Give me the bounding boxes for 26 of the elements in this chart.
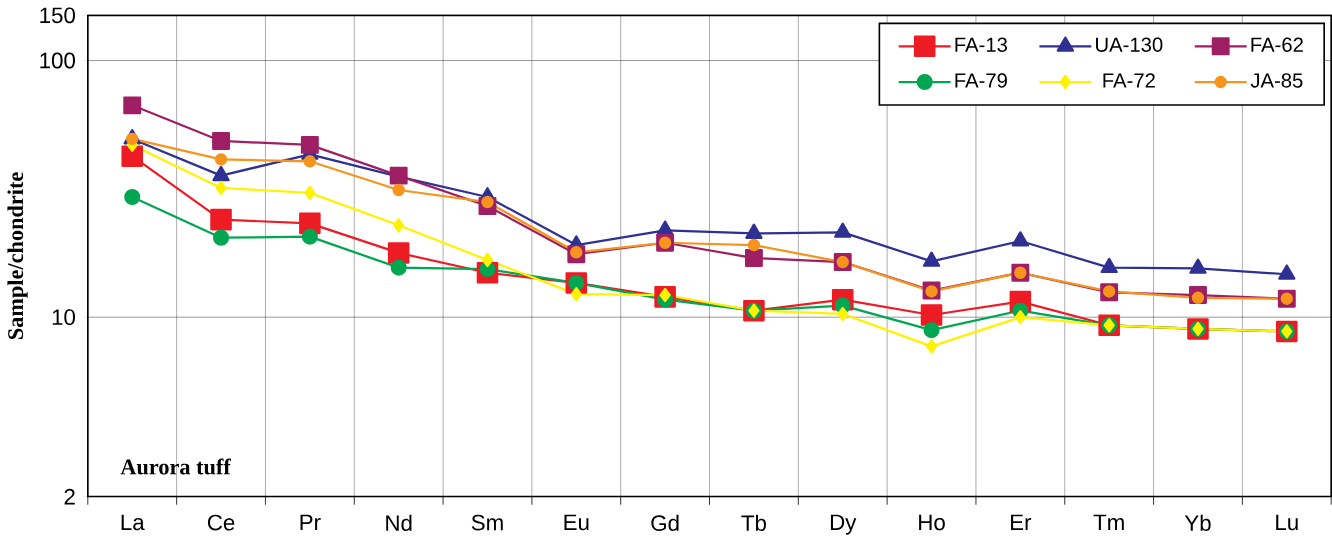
x-tick-label: Lu (1276, 514, 1298, 531)
legend-label: FA-62 (1251, 37, 1303, 52)
y-tick-label: 100 (40, 52, 75, 69)
x-tick-label: Yb (1184, 514, 1211, 532)
x-tick-label: Er (1011, 514, 1032, 530)
x-tick-label: Dy (830, 514, 857, 535)
x-tick-label: Tb (741, 514, 766, 532)
annotation: Aurora tuff (120, 458, 231, 475)
x-tick-label: Ho (919, 514, 945, 531)
x-tick-label: La (121, 514, 145, 531)
legend-label: FA-13 (955, 37, 1007, 52)
legend-label: JA-85 (1250, 73, 1303, 88)
y-tick-label: 150 (40, 7, 75, 24)
legend-label: UA-130 (1096, 37, 1163, 52)
y-tick-label: 2 (64, 488, 75, 505)
x-tick-label: Tm (1093, 514, 1124, 530)
x-tick-label: Eu (564, 514, 589, 531)
y-axis-title: Sample/chondrite (7, 172, 28, 339)
x-tick-label: Ce (207, 514, 235, 531)
x-tick-label: Pr (300, 514, 321, 530)
legend-label: FA-79 (955, 73, 1007, 88)
x-tick-label: Gd (651, 514, 679, 532)
x-tick-label: Sm (471, 514, 503, 531)
y-tick-label: 10 (52, 309, 75, 326)
x-tick-label: Nd (386, 514, 412, 532)
legend-label: FA-72 (1103, 73, 1155, 88)
